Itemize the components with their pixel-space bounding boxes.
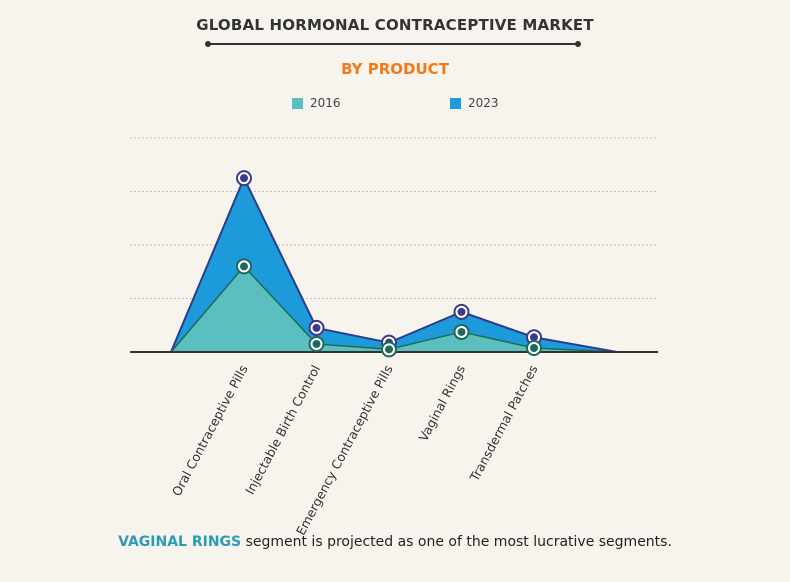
legend-swatch-2016 (292, 97, 303, 109)
point-2016-0-core (240, 262, 248, 271)
legend-item-2016: 2016 (292, 96, 341, 110)
legend-item-2023: 2023 (450, 96, 499, 110)
legend-swatch-2023 (450, 97, 461, 109)
footnote: VAGINAL RINGS segment is projected as on… (0, 534, 790, 550)
footnote-text: segment is projected as one of the most … (241, 534, 672, 550)
point-2016-3-core (457, 327, 466, 336)
legend-label-2016: 2016 (310, 96, 341, 110)
point-2016-4-core (530, 343, 538, 352)
point-2016-1-core (312, 339, 321, 348)
legend-label-2023: 2023 (468, 96, 499, 110)
chart-legend: 2016 2023 (0, 96, 790, 114)
point-2023-4-core (530, 333, 538, 342)
footnote-highlight: VAGINAL RINGS (118, 534, 242, 550)
title-divider-dot-left (205, 41, 211, 47)
title-divider-dot-right (575, 41, 581, 47)
point-2023-1-core (312, 323, 321, 332)
point-2023-3-core (457, 307, 466, 316)
title-divider (205, 41, 581, 47)
chart-subtitle: BY PRODUCT (341, 60, 449, 78)
point-2023-0-core (240, 174, 248, 183)
point-2016-2-core (385, 345, 393, 354)
x-tick-label: Transdermal Patches (466, 362, 540, 484)
x-tick-label: Vaginal Rings (415, 362, 468, 443)
chart-title: GLOBAL HORMONAL CONTRACEPTIVE MARKET (196, 16, 594, 34)
x-tick-label: Injectable Birth Control (242, 362, 323, 497)
x-tick-label: Oral Contraceptive Pills (169, 362, 251, 498)
